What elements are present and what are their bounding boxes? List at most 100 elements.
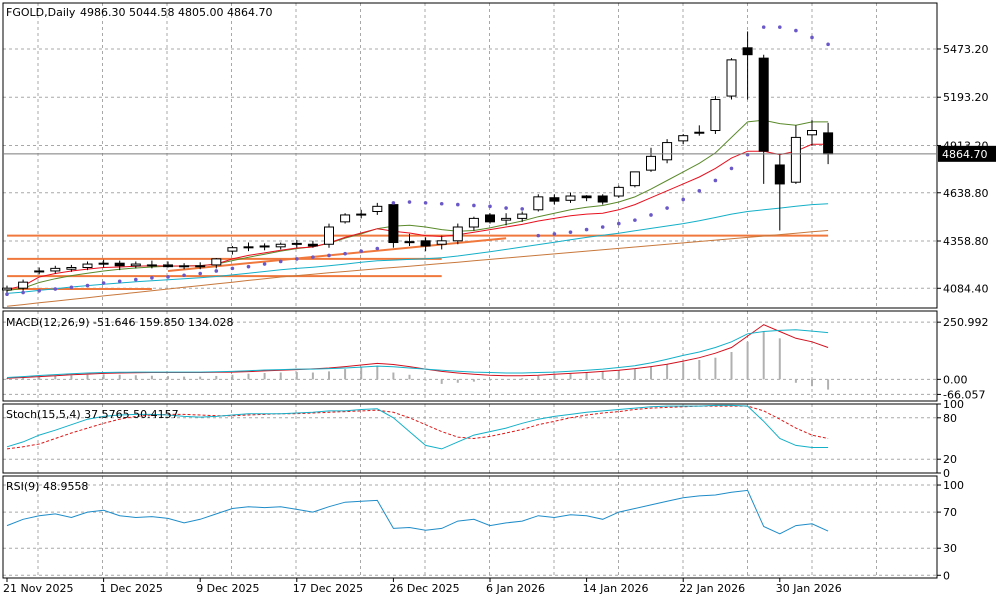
candle-bullish (372, 205, 383, 213)
sar-dot (262, 262, 267, 266)
candle-bullish (613, 186, 624, 197)
rsi-axis-label: 0 (943, 569, 950, 582)
sar-dot (649, 213, 653, 217)
sar-dot (552, 232, 557, 236)
sar-dot (166, 275, 170, 279)
sar-dot (456, 202, 460, 207)
candle-bearish (485, 214, 495, 223)
sar-dot (407, 200, 412, 204)
sar-dot (423, 201, 428, 205)
sar-dot (134, 277, 138, 282)
candle-bullish (501, 217, 512, 221)
candle-bullish (66, 267, 77, 270)
candle-bearish (549, 197, 560, 202)
candle-bullish (452, 226, 463, 242)
sar-dot (198, 271, 202, 276)
moving-average-orange (6, 230, 829, 307)
candle-bullish (710, 98, 721, 132)
macd-panel (6, 324, 830, 390)
candle-bullish (18, 281, 29, 289)
sar-dot (713, 178, 718, 183)
candle-bearish (742, 47, 753, 56)
stoch-label: Stoch(15,5,4) 37.5765 50.4157 (6, 408, 179, 421)
sar-dot (230, 266, 235, 271)
macd-axis-label: 250.992 (943, 316, 989, 329)
rsi-label: RSI(9) 48.9558 (6, 480, 88, 493)
sar-dot (150, 276, 154, 280)
moving-average-red (6, 143, 829, 290)
sar-dot (21, 290, 25, 295)
candle-bullish (275, 243, 286, 248)
sar-dot (633, 218, 637, 222)
candle-bullish (646, 155, 656, 171)
candle-bearish (823, 132, 834, 155)
sar-dot (101, 281, 106, 285)
price-frame (2, 2, 938, 309)
price-axis-label: 5473.20 (943, 43, 989, 56)
candle-bearish (774, 164, 785, 185)
sar-dot (182, 273, 186, 278)
stoch-axis-label: 0 (943, 467, 950, 480)
macd-main-line (6, 329, 829, 378)
candle-bullish (565, 195, 576, 201)
candle-bullish (291, 242, 302, 245)
time-axis-label: 21 Nov 2025 (3, 582, 73, 595)
time-axis-label: 14 Jan 2026 (583, 582, 649, 595)
current-price-label: 4864.70 (942, 148, 988, 161)
macd-axis-label: -66.057 (943, 388, 985, 401)
candle-bullish (50, 267, 61, 272)
sar-dot (327, 253, 331, 258)
sar-dot (439, 201, 444, 206)
panel-frames (2, 2, 938, 579)
sar-dot (375, 246, 380, 251)
sar-dot (536, 233, 541, 238)
candle-bearish (307, 243, 318, 247)
candle-bullish (694, 131, 705, 134)
candle-bullish (179, 265, 190, 268)
sar-dot (359, 249, 364, 253)
sar-dot (311, 255, 315, 259)
candle-bullish (662, 142, 673, 161)
candle-bullish (807, 130, 817, 136)
stoch-axis-label: 100 (943, 398, 964, 411)
sar-dot (826, 42, 830, 47)
macd-frame (2, 310, 938, 402)
sar-dot (617, 221, 621, 226)
grid (3, 3, 937, 578)
candle-bullish (629, 171, 640, 187)
sar-dot (794, 28, 798, 33)
sar-dot (295, 257, 299, 261)
time-axis-label: 22 Jan 2026 (679, 582, 745, 595)
stoch-frame (2, 403, 938, 474)
sar-dot (681, 197, 685, 202)
candle-bearish (758, 57, 769, 152)
candle-bearish (259, 245, 270, 248)
price-axis-label: 4638.80 (943, 187, 989, 200)
sar-dot (69, 285, 74, 290)
rsi-frame (2, 475, 938, 579)
candle-bullish (356, 213, 367, 216)
current-price-box (938, 145, 996, 162)
macd-signal-line (6, 324, 829, 379)
candle-bullish (324, 226, 334, 245)
candle-bearish (114, 262, 125, 267)
time-axis-label: 30 Jan 2026 (776, 582, 842, 595)
rsi-panel (6, 489, 829, 535)
candle-bullish (726, 59, 737, 97)
sar-dot (729, 166, 734, 171)
price-axis-label: 5193.20 (943, 91, 989, 104)
candle-bullish (2, 287, 12, 291)
sar-dot (488, 204, 492, 209)
candle-bullish (468, 217, 479, 228)
candle-bullish (678, 135, 689, 142)
sar-dot (761, 25, 766, 29)
time-axis-label: 9 Dec 2025 (196, 582, 259, 595)
candle-bearish (581, 195, 592, 199)
sar-dot (472, 203, 476, 208)
stoch-axis-label: 80 (943, 412, 957, 425)
candle-bullish (146, 264, 157, 267)
sar-dot (568, 230, 573, 234)
time-axis-label: 26 Dec 2025 (389, 582, 459, 595)
